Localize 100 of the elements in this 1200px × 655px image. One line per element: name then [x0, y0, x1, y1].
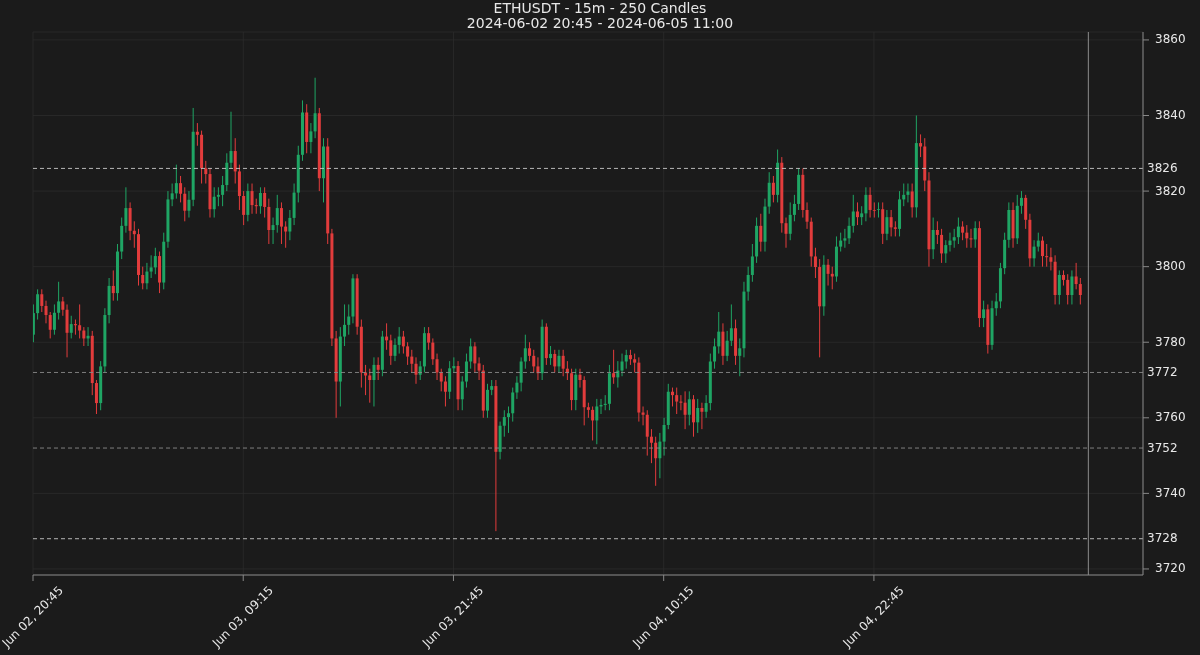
candlestick [771, 175, 775, 203]
y-tick-label: 3760 [1155, 410, 1186, 425]
candlestick [410, 349, 414, 373]
candlestick [767, 171, 771, 215]
candlestick [717, 311, 721, 355]
candlestick [57, 281, 61, 321]
candlestick [843, 228, 847, 249]
candlestick [204, 160, 208, 185]
candlestick [1074, 262, 1078, 290]
candlestick [502, 409, 506, 438]
y-tick-label: 3840 [1155, 108, 1186, 123]
candlestick [864, 186, 868, 222]
candlestick [906, 183, 910, 203]
candlestick [595, 398, 599, 445]
candlestick [645, 409, 649, 457]
candlestick [940, 228, 944, 264]
candlestick [792, 194, 796, 222]
candlestick [931, 217, 935, 260]
candlestick [687, 390, 691, 426]
candlestick [1045, 243, 1049, 268]
candlestick [372, 356, 376, 407]
candlestick [515, 375, 519, 400]
candlestick [696, 398, 700, 434]
ref-line-label: 3826 [1147, 160, 1178, 175]
candlestick [603, 394, 607, 411]
candlestick [78, 303, 82, 339]
candlestick [919, 133, 923, 158]
ref-line-label: 3728 [1147, 531, 1178, 546]
candlestick [952, 228, 956, 249]
candlestick [397, 326, 401, 355]
candlestick [969, 228, 973, 249]
candlestick [477, 356, 481, 381]
candlestick [141, 266, 145, 290]
candlestick [507, 405, 511, 434]
candlestick [69, 315, 73, 339]
candlestick [759, 213, 763, 253]
candlestick [591, 405, 595, 441]
candlestick [343, 303, 347, 347]
candlestick [288, 209, 292, 241]
candlestick [485, 383, 489, 419]
candlestick [464, 353, 468, 389]
candlestick [877, 201, 881, 219]
candlestick [700, 402, 704, 430]
candlestick [855, 201, 859, 226]
candlestick [528, 341, 532, 362]
candlestick [511, 387, 515, 423]
y-tick-label: 3860 [1155, 32, 1186, 47]
candlestick [418, 360, 422, 381]
candlestick [284, 220, 288, 249]
candlestick [33, 303, 35, 343]
candlestick [1070, 269, 1074, 305]
candlestick [536, 356, 540, 381]
y-tick-label: 3820 [1155, 183, 1186, 198]
candlestick [435, 353, 439, 381]
candlestick [1024, 194, 1028, 230]
candlestick [174, 164, 178, 200]
candlestick [633, 353, 637, 373]
candlestick [532, 349, 536, 373]
candlestick [847, 217, 851, 245]
candlestick [233, 137, 237, 185]
y-tick-label: 3720 [1155, 561, 1186, 576]
candlestick [73, 319, 77, 336]
candlestick [263, 186, 267, 219]
candlestick [170, 183, 174, 207]
chart-subtitle: 2024-06-02 20:45 - 2024-06-05 11:00 [465, 15, 735, 31]
candlestick [153, 247, 157, 275]
candlestick [225, 152, 229, 192]
candlestick [229, 111, 233, 169]
candlestick [1066, 273, 1070, 305]
candlestick [1032, 239, 1036, 268]
candlestick [1078, 277, 1082, 305]
candlestick [860, 205, 864, 226]
candlestick [216, 186, 220, 207]
candlestick [195, 122, 199, 147]
candlestick [620, 353, 624, 377]
candlestick [221, 175, 225, 207]
candlestick [389, 334, 393, 366]
candlestick [725, 330, 729, 362]
candlestick [406, 341, 410, 366]
candlestick [212, 186, 216, 219]
candlestick [670, 387, 674, 407]
candlestick [187, 190, 191, 219]
candlestick [649, 428, 653, 464]
candlestick [460, 375, 464, 411]
candlestick [935, 220, 939, 245]
candlestick [132, 220, 136, 249]
candlestick [309, 122, 313, 154]
candlestick [523, 334, 527, 370]
candlestick [813, 247, 817, 279]
candlestick [1036, 232, 1040, 253]
candlestick [713, 337, 717, 370]
candlestick [145, 262, 149, 290]
candlestick [692, 394, 696, 438]
candlestick [376, 356, 380, 381]
candlestick [401, 330, 405, 355]
candlestick [44, 300, 48, 324]
candlestick [704, 394, 708, 419]
candlestick [279, 201, 283, 245]
candlestick [826, 258, 830, 287]
candlestick [683, 390, 687, 430]
